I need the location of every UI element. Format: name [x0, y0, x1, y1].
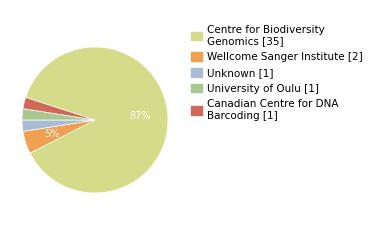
Wedge shape	[22, 108, 95, 120]
Legend: Centre for Biodiversity
Genomics [35], Wellcome Sanger Institute [2], Unknown [1: Centre for Biodiversity Genomics [35], W…	[192, 25, 363, 121]
Wedge shape	[23, 97, 95, 120]
Wedge shape	[25, 47, 168, 193]
Text: 87%: 87%	[129, 111, 151, 121]
Wedge shape	[23, 120, 95, 153]
Text: 5%: 5%	[44, 129, 60, 139]
Wedge shape	[22, 120, 95, 132]
